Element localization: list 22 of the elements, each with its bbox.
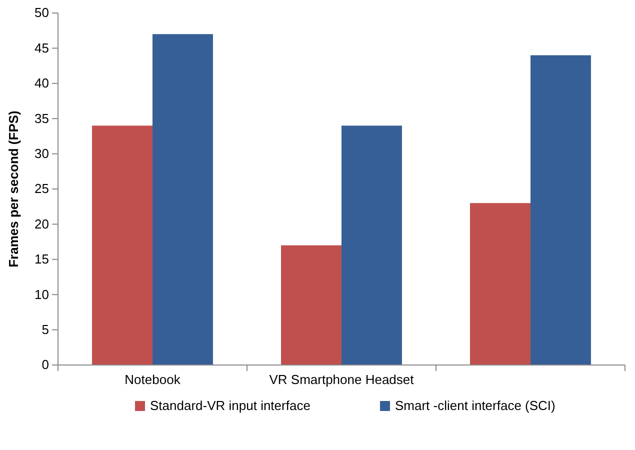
y-tick-label: 20 [34,216,49,232]
y-tick-label: 10 [34,286,49,302]
y-tick-label: 50 [34,5,49,20]
y-tick-label: 0 [42,357,49,372]
bar [342,126,402,365]
bar [92,126,152,365]
y-tick-label: 35 [34,110,49,126]
y-tick-label: 25 [34,181,49,196]
legend-label: Standard-VR input interface [150,398,310,413]
y-tick-label: 15 [34,252,49,267]
bar [470,203,530,365]
y-tick-label: 45 [34,40,49,56]
bar [530,55,591,365]
y-tick-label: 30 [34,146,49,161]
y-axis-title: Frames per second (FPS) [6,110,21,268]
legend-label: Smart -client interface (SCI) [395,398,556,413]
y-tick-label: 40 [34,76,49,91]
x-tick-label: VR Smartphone Headset [269,372,414,388]
bar [281,245,342,365]
bar [152,34,213,365]
x-tick-label: Notebook [124,372,181,388]
y-tick-label: 5 [42,322,49,337]
